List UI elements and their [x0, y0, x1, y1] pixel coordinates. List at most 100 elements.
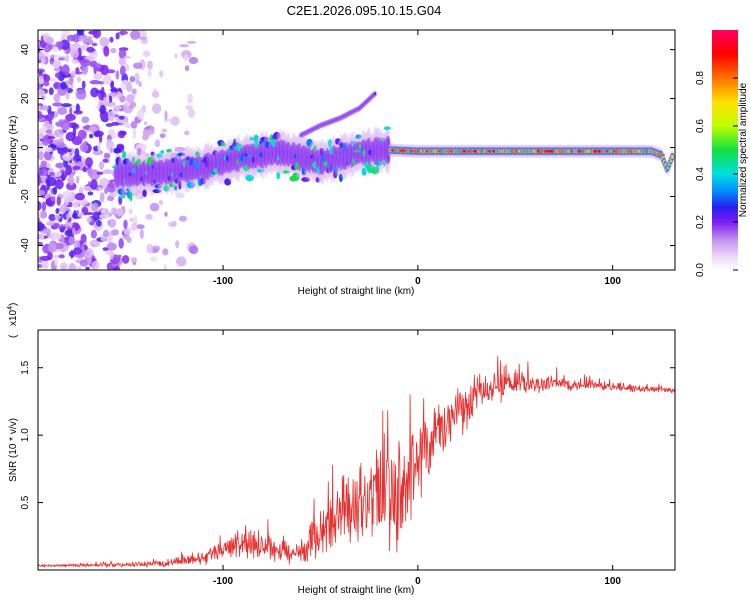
noise-blob [174, 146, 186, 152]
ridge-spot [361, 167, 367, 176]
noise-blob [66, 213, 71, 220]
noise-blob [62, 153, 73, 162]
noise-blob [159, 133, 166, 138]
noise-blob [114, 105, 122, 110]
noise-blob [109, 36, 114, 43]
noise-blob [110, 80, 115, 89]
ridge-spot [163, 185, 170, 192]
noise-blob [110, 207, 118, 216]
y-multiplier-paren: ( [8, 334, 19, 338]
bottom-y-axis-label: SNR (10 * v/v) [8, 418, 19, 482]
noise-blob [48, 242, 57, 253]
ridge-spot [273, 131, 281, 140]
noise-blob [96, 171, 104, 175]
ridge-spot [306, 138, 313, 148]
noise-blob [142, 50, 151, 58]
noise-blob [47, 112, 54, 121]
colorbar-ticks: 0.0 0.2 0.4 0.6 0.8 [695, 71, 738, 277]
noise-blob [77, 76, 81, 83]
noise-blob [69, 75, 74, 86]
colorbar: 0.0 0.2 0.4 0.6 0.8 Normalized spectral ampl… [695, 30, 749, 277]
noise-blob [54, 256, 58, 267]
noise-blob [59, 262, 69, 270]
ridge-core-mid [661, 156, 664, 161]
noise-blob [144, 121, 148, 126]
snr-panel: -100 0 100 0.5 1.0 1.5 Height of straight lin… [7, 303, 676, 596]
ridge-spot [245, 174, 255, 182]
noise-blob [47, 136, 56, 140]
noise-blob [53, 171, 62, 178]
noise-blob [87, 191, 94, 196]
noise-blob [106, 138, 114, 149]
noise-blob [129, 217, 135, 222]
noise-blob [55, 208, 60, 214]
noise-blob [122, 233, 130, 240]
noise-blob [68, 236, 75, 245]
noise-blob [52, 60, 62, 68]
ridge-spot [335, 138, 342, 145]
noise-blob [61, 172, 65, 181]
bottom-x-tick-label: 100 [604, 576, 621, 587]
noise-blob [100, 210, 106, 214]
bottom-axis-ticks: -100 0 100 0.5 1.0 1.5 [20, 330, 675, 587]
noise-blob [99, 37, 110, 47]
noise-blob [73, 247, 83, 255]
colorbar-tick-label: 0.4 [695, 167, 706, 181]
noise-blob [55, 41, 64, 48]
noise-blob [183, 54, 189, 62]
ridge-spot [168, 182, 175, 188]
noise-blob [112, 134, 118, 139]
noise-blob [91, 42, 98, 47]
noise-blob [41, 95, 46, 101]
noise-blob [147, 60, 153, 70]
noise-blob [38, 151, 44, 161]
noise-blob [38, 201, 42, 211]
noise-blob [161, 128, 168, 133]
ridge-core-mid [662, 159, 666, 164]
ridge-spot [253, 134, 259, 144]
noise-blob [76, 89, 87, 100]
noise-blob [140, 150, 145, 155]
noise-blob [82, 36, 93, 40]
bottom-y-tick-label: 1.5 [20, 360, 31, 374]
noise-blob [46, 123, 54, 131]
noise-blob [116, 208, 123, 217]
noise-blob [52, 46, 59, 53]
noise-blob [99, 192, 105, 203]
noise-blob [121, 255, 130, 264]
spectrogram-heatmap [38, 30, 675, 270]
noise-blob [72, 165, 81, 171]
noise-blob [102, 158, 109, 163]
noise-blob [144, 152, 150, 157]
ridge-spot [221, 142, 226, 147]
noise-blob [80, 233, 87, 243]
ridge-core-mid [667, 165, 670, 170]
noise-blob [64, 229, 74, 237]
noise-blob [110, 47, 117, 54]
noise-blob [103, 96, 108, 107]
noise-blob [45, 129, 53, 134]
noise-blob [57, 57, 66, 61]
colorbar-tick-label: 0.6 [695, 119, 706, 133]
noise-blob [99, 178, 110, 188]
noise-blob [61, 64, 70, 76]
noise-blob [46, 176, 57, 187]
noise-blob [86, 217, 92, 223]
noise-blob [102, 247, 109, 251]
noise-blob [103, 229, 110, 237]
noise-blob [106, 182, 116, 193]
noise-blob [67, 148, 72, 153]
ridge-spot [142, 189, 147, 198]
ridge-spot [333, 170, 338, 179]
noise-blob [163, 264, 167, 270]
noise-blob [81, 64, 89, 75]
noise-blob [52, 186, 58, 195]
colorbar-tick-label: 0.2 [695, 215, 706, 229]
noise-blob [79, 143, 89, 153]
noise-blob [72, 227, 76, 235]
ridge-core-mid [668, 161, 671, 166]
noise-blob [38, 75, 44, 84]
top-plot-frame [37, 29, 676, 271]
ridge-spot [256, 168, 265, 173]
noise-blob [74, 71, 83, 75]
